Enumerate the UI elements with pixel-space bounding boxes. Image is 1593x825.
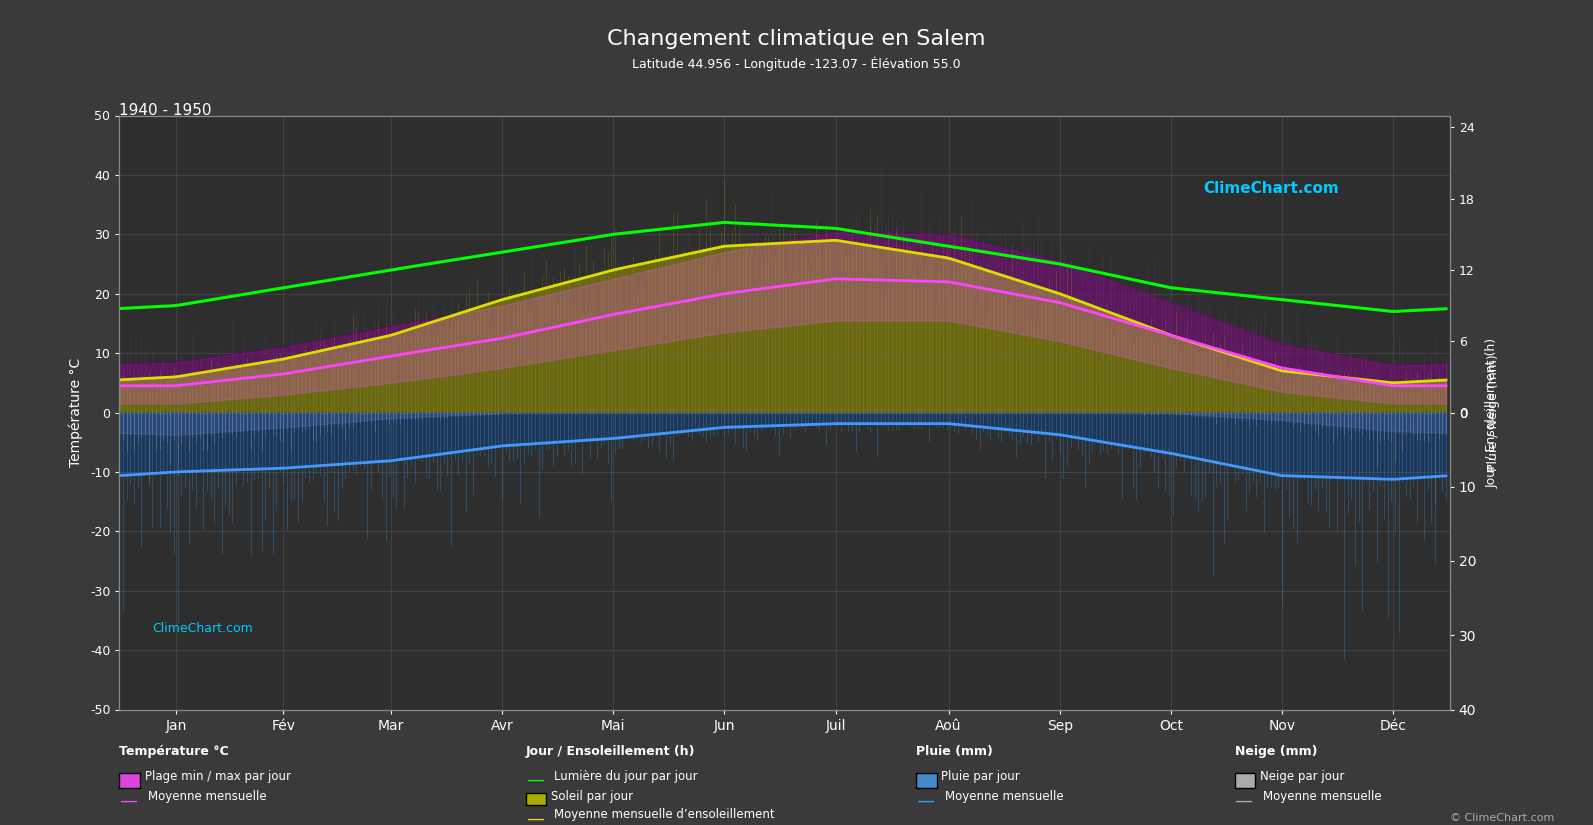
Text: Moyenne mensuelle: Moyenne mensuelle — [148, 790, 266, 804]
Y-axis label: Température °C: Température °C — [68, 358, 83, 467]
Text: Moyenne mensuelle d’ensoleillement: Moyenne mensuelle d’ensoleillement — [554, 808, 774, 822]
Text: —: — — [1235, 791, 1252, 809]
Text: ClimeChart.com: ClimeChart.com — [1204, 181, 1340, 196]
Text: Température °C: Température °C — [119, 745, 229, 758]
Text: Latitude 44.956 - Longitude -123.07 - Élévation 55.0: Latitude 44.956 - Longitude -123.07 - Él… — [632, 56, 961, 71]
Text: Pluie par jour: Pluie par jour — [941, 770, 1020, 783]
Text: Pluie (mm): Pluie (mm) — [916, 745, 992, 758]
Text: Neige (mm): Neige (mm) — [1235, 745, 1317, 758]
Text: Neige par jour: Neige par jour — [1260, 770, 1344, 783]
Y-axis label: Pluie / Neige (mm): Pluie / Neige (mm) — [1488, 354, 1501, 471]
Text: Moyenne mensuelle: Moyenne mensuelle — [1263, 790, 1381, 804]
Text: Plage min / max par jour: Plage min / max par jour — [145, 770, 292, 783]
Text: 1940 - 1950: 1940 - 1950 — [119, 103, 212, 118]
Text: —: — — [916, 791, 933, 809]
Text: Jour / Ensoleillement (h): Jour / Ensoleillement (h) — [526, 745, 695, 758]
Text: —: — — [119, 791, 137, 809]
Text: Changement climatique en Salem: Changement climatique en Salem — [607, 29, 986, 49]
Text: Lumière du jour par jour: Lumière du jour par jour — [554, 770, 698, 783]
Y-axis label: Jour / Ensoleillement (h): Jour / Ensoleillement (h) — [1486, 337, 1499, 488]
Text: ClimeChart.com: ClimeChart.com — [153, 622, 253, 635]
Text: —: — — [526, 771, 543, 789]
Text: © ClimeChart.com: © ClimeChart.com — [1450, 813, 1555, 823]
Text: Moyenne mensuelle: Moyenne mensuelle — [945, 790, 1063, 804]
Text: —: — — [526, 809, 543, 825]
Text: Soleil par jour: Soleil par jour — [551, 790, 634, 804]
